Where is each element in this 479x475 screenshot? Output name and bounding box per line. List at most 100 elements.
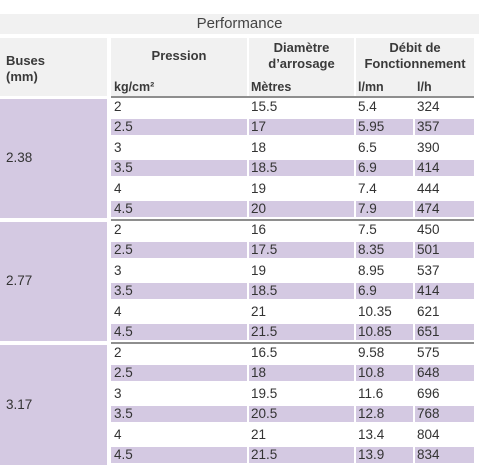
- table-row: 4 19 7.4 444: [111, 181, 474, 197]
- unit-diameter: Mètres: [251, 80, 292, 94]
- cell-divider: [247, 242, 249, 258]
- header-buses: Buses (mm): [6, 53, 45, 85]
- cell-lmn: 8.35: [358, 242, 385, 257]
- cell-pression: 4.5: [114, 447, 133, 462]
- cell-lmn: 10.85: [358, 324, 392, 339]
- cell-divider: [354, 406, 356, 422]
- cell-metres: 21.5: [251, 447, 278, 462]
- header-divider: [111, 96, 474, 98]
- cell-pression: 4: [114, 427, 122, 442]
- cell-lh: 414: [417, 283, 440, 298]
- cell-lmn: 5.95: [358, 119, 385, 134]
- unit-pressure: kg/cm²: [114, 80, 155, 94]
- cell-metres: 19: [251, 181, 267, 196]
- cell-divider: [413, 324, 415, 340]
- header-debit: Débit de Fonctionnement: [356, 40, 474, 72]
- cell-pression: 4.5: [114, 201, 133, 216]
- cell-lh: 575: [417, 345, 440, 360]
- buse-group: 2.77: [0, 222, 107, 341]
- cell-pression: 4: [114, 304, 122, 319]
- cell-metres: 19: [251, 263, 267, 278]
- table-row: 2.5 18 10.8 648: [111, 365, 474, 381]
- cell-divider: [354, 324, 356, 340]
- cell-pression: 2.5: [114, 119, 133, 134]
- cell-lmn: 6.9: [358, 160, 377, 175]
- table-row: 2.5 17.5 8.35 501: [111, 242, 474, 258]
- cell-divider: [354, 447, 356, 463]
- cell-metres: 18: [251, 365, 267, 380]
- cell-lh: 537: [417, 263, 440, 278]
- table-row: 3.5 18.5 6.9 414: [111, 283, 474, 299]
- cell-lmn: 10.35: [358, 304, 392, 319]
- cell-metres: 16: [251, 222, 267, 237]
- cell-lh: 474: [417, 201, 440, 216]
- cell-lmn: 6.9: [358, 283, 377, 298]
- unit-flow-lmn: l/mn: [358, 80, 384, 94]
- table-row: 3 19 8.95 537: [111, 263, 474, 279]
- header-buses-unit: (mm): [6, 69, 38, 84]
- cell-metres: 21: [251, 427, 267, 442]
- cell-metres: 20: [251, 201, 267, 216]
- cell-lmn: 7.5: [358, 222, 377, 237]
- cell-pression: 2: [114, 99, 122, 114]
- cell-lmn: 11.6: [358, 386, 384, 401]
- cell-pression: 3: [114, 263, 122, 278]
- table-row: 3 18 6.5 390: [111, 140, 474, 156]
- cell-metres: 18: [251, 140, 267, 155]
- header-panel-pression: [111, 38, 247, 96]
- cell-lh: 501: [417, 242, 440, 257]
- cell-pression: 2: [114, 222, 122, 237]
- cell-divider: [354, 119, 356, 135]
- header-panel-debit: [356, 38, 474, 96]
- cell-pression: 3.5: [114, 406, 133, 421]
- cell-divider: [413, 283, 415, 299]
- cell-divider: [247, 119, 249, 135]
- cell-metres: 19.5: [251, 386, 278, 401]
- buse-group: 2.38: [0, 99, 107, 218]
- cell-lh: 696: [417, 386, 440, 401]
- table-row: 4.5 21.5 13.9 834: [111, 447, 474, 463]
- cell-lmn: 9.58: [358, 345, 385, 360]
- group-divider: [111, 219, 474, 221]
- cell-metres: 21.5: [251, 324, 278, 339]
- cell-lh: 834: [417, 447, 440, 462]
- cell-pression: 3: [114, 386, 122, 401]
- cell-lmn: 7.9: [358, 201, 377, 216]
- cell-pression: 3.5: [114, 160, 133, 175]
- cell-lh: 357: [417, 119, 440, 134]
- header-debit-line2: Fonctionnement: [364, 56, 466, 71]
- cell-divider: [413, 365, 415, 381]
- cell-lmn: 13.4: [358, 427, 385, 442]
- cell-metres: 18.5: [251, 283, 278, 298]
- table-row: 3.5 18.5 6.9 414: [111, 160, 474, 176]
- cell-divider: [354, 242, 356, 258]
- cell-metres: 16.5: [251, 345, 278, 360]
- cell-pression: 2.5: [114, 365, 133, 380]
- header-panel-buses: [0, 38, 107, 96]
- cell-divider: [247, 324, 249, 340]
- cell-lh: 651: [417, 324, 440, 339]
- cell-lmn: 6.5: [358, 140, 377, 155]
- cell-lmn: 12.8: [358, 406, 385, 421]
- table-title: Performance: [0, 14, 479, 34]
- header-diametre: Diamètre d’arrosage: [249, 40, 354, 72]
- table-row: 2 15.5 5.4 324: [111, 99, 474, 115]
- cell-pression: 4: [114, 181, 122, 196]
- cell-divider: [247, 406, 249, 422]
- cell-divider: [413, 119, 415, 135]
- cell-metres: 20.5: [251, 406, 278, 421]
- table-row: 4.5 21.5 10.85 651: [111, 324, 474, 340]
- cell-lh: 768: [417, 406, 440, 421]
- buse-size: 2.38: [6, 150, 33, 165]
- cell-divider: [413, 242, 415, 258]
- cell-divider: [247, 201, 249, 217]
- cell-lh: 324: [417, 99, 440, 114]
- table-row: 3 19.5 11.6 696: [111, 386, 474, 402]
- table-row: 4 21 13.4 804: [111, 427, 474, 443]
- cell-lh: 804: [417, 427, 440, 442]
- header-panel-diametre: [249, 38, 354, 96]
- header-diametre-line2: d’arrosage: [268, 56, 335, 71]
- cell-lh: 414: [417, 160, 440, 175]
- cell-lmn: 7.4: [358, 181, 377, 196]
- cell-divider: [413, 406, 415, 422]
